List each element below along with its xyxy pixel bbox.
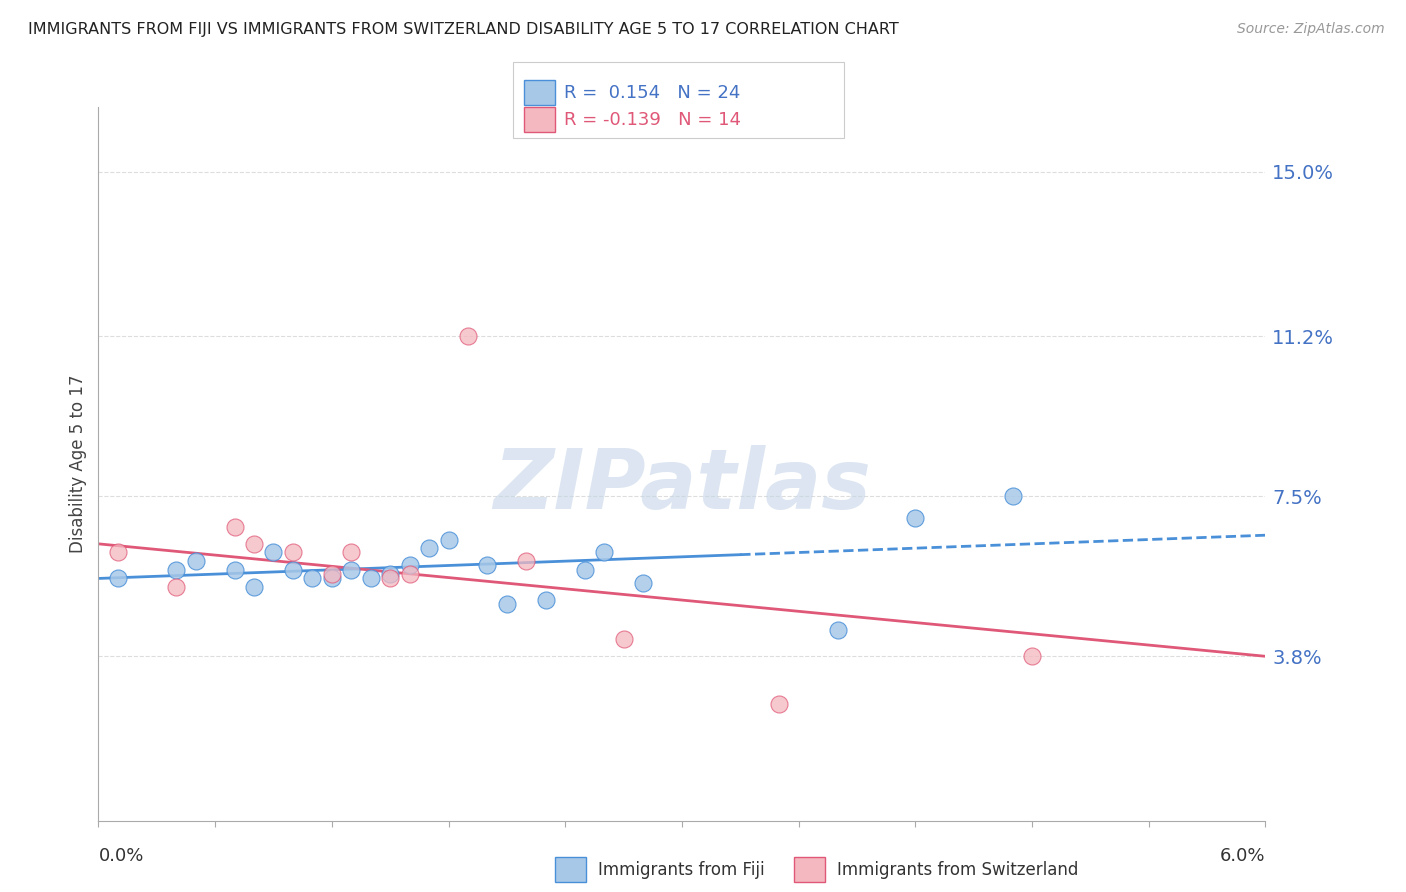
Text: ZIPatlas: ZIPatlas xyxy=(494,445,870,525)
Point xyxy=(1021,649,1043,664)
Point xyxy=(418,541,440,556)
Point xyxy=(631,575,654,590)
Point xyxy=(165,580,187,594)
Text: Immigrants from Switzerland: Immigrants from Switzerland xyxy=(837,861,1078,879)
Point xyxy=(165,563,187,577)
Text: Immigrants from Fiji: Immigrants from Fiji xyxy=(598,861,765,879)
Text: 6.0%: 6.0% xyxy=(1220,847,1265,865)
Point xyxy=(301,571,323,585)
Point xyxy=(281,563,304,577)
Y-axis label: Disability Age 5 to 17: Disability Age 5 to 17 xyxy=(69,375,87,553)
Point xyxy=(107,545,129,559)
Point xyxy=(477,558,499,573)
Point xyxy=(574,563,596,577)
Point xyxy=(378,567,402,582)
Point xyxy=(1001,489,1024,503)
Text: R =  0.154   N = 24: R = 0.154 N = 24 xyxy=(564,84,740,102)
Point xyxy=(107,571,129,585)
Text: Source: ZipAtlas.com: Source: ZipAtlas.com xyxy=(1237,22,1385,37)
Point xyxy=(224,519,246,533)
Point xyxy=(360,571,382,585)
Point xyxy=(243,537,266,551)
Point xyxy=(321,571,343,585)
Point xyxy=(378,571,402,585)
Point xyxy=(184,554,207,568)
Point xyxy=(340,563,363,577)
Point xyxy=(262,545,284,559)
Point xyxy=(224,563,246,577)
Point xyxy=(534,593,557,607)
Point xyxy=(398,567,420,582)
Text: 0.0%: 0.0% xyxy=(98,847,143,865)
Point xyxy=(457,329,479,343)
Point xyxy=(281,545,304,559)
Point xyxy=(827,624,849,638)
Point xyxy=(243,580,266,594)
Point xyxy=(321,567,343,582)
Text: IMMIGRANTS FROM FIJI VS IMMIGRANTS FROM SWITZERLAND DISABILITY AGE 5 TO 17 CORRE: IMMIGRANTS FROM FIJI VS IMMIGRANTS FROM … xyxy=(28,22,898,37)
Text: R = -0.139   N = 14: R = -0.139 N = 14 xyxy=(564,111,741,128)
Point xyxy=(768,697,790,711)
Point xyxy=(340,545,363,559)
Point xyxy=(437,533,460,547)
Point xyxy=(515,554,537,568)
Point xyxy=(398,558,420,573)
Point xyxy=(904,511,927,525)
Point xyxy=(593,545,616,559)
Point xyxy=(496,598,519,612)
Point xyxy=(613,632,636,646)
